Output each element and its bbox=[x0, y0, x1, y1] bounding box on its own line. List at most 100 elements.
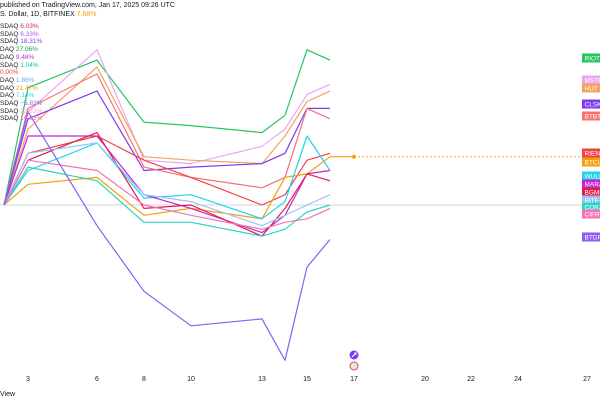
legend-prefix: SDAQ bbox=[0, 30, 21, 38]
legend-row[interactable]: DAQ 1.86% bbox=[0, 77, 34, 84]
series-line-mstr[interactable] bbox=[3, 49, 331, 206]
published-line: published on TradingView.com, Jan 17, 20… bbox=[0, 2, 175, 9]
legend-value: 6.03% bbox=[20, 23, 39, 30]
legend-row[interactable]: SDAQ 6.03% bbox=[0, 23, 39, 30]
series-tag-riot[interactable]: RIOT bbox=[585, 56, 600, 63]
symbol-line: S. Dollar, 1D, BITFINEX 7.68% bbox=[0, 11, 175, 18]
legend-row[interactable]: DAQ 21.47% bbox=[0, 85, 38, 92]
legend-prefix: SDAQ bbox=[0, 115, 21, 123]
legend-row[interactable]: SDAQ 16.33% bbox=[0, 115, 42, 122]
series-tag-bitf[interactable]: BITF bbox=[585, 198, 599, 205]
series-line-bgmi[interactable] bbox=[3, 132, 331, 237]
legend-prefix: SDAQ bbox=[0, 38, 21, 46]
series-tag-bg-cifr bbox=[582, 209, 600, 219]
x-tick-label: 27 bbox=[583, 376, 591, 383]
series-tag-bg-mara bbox=[582, 179, 600, 189]
legend-value: 21.47% bbox=[15, 84, 38, 92]
news-event-arrow-icon bbox=[351, 352, 357, 358]
series-line-riot[interactable] bbox=[3, 49, 331, 206]
legend-prefix: DAQ bbox=[0, 76, 16, 84]
us-flag-event-icon[interactable] bbox=[349, 361, 359, 371]
x-tick-label: 3 bbox=[26, 376, 30, 383]
series-tag-btbt[interactable]: BTBT bbox=[585, 114, 600, 121]
series-tag-bg-hut bbox=[582, 83, 600, 93]
legend-prefix: DAQ bbox=[0, 84, 16, 92]
series-line-wulf[interactable] bbox=[3, 135, 331, 220]
x-tick-label: 10 bbox=[187, 376, 195, 383]
footer-text: View bbox=[0, 391, 16, 398]
x-axis: 3 6 8 10 13 15 17 20 22 24 27 bbox=[26, 376, 591, 383]
series-line-corz[interactable] bbox=[3, 166, 331, 237]
x-tick-label: 22 bbox=[467, 376, 475, 383]
legend-row[interactable]: SDAQ 18.31% bbox=[0, 38, 42, 45]
series-line-btdr[interactable] bbox=[3, 111, 331, 361]
series-tag-cifr[interactable]: CIFR bbox=[585, 212, 600, 219]
series-line-hut[interactable] bbox=[3, 66, 331, 206]
x-tick-label: 15 bbox=[303, 376, 311, 383]
series-tag-bg-corz bbox=[582, 202, 600, 212]
series-tag-clsk[interactable]: CLSK bbox=[585, 102, 600, 109]
series-line-mara[interactable] bbox=[3, 135, 331, 234]
series-line-cifr[interactable] bbox=[3, 159, 331, 230]
series-tag-bg-bgmi bbox=[582, 187, 600, 197]
series-tag-hut[interactable]: HUT bbox=[585, 86, 598, 93]
series-tags: RIOT MSTRHUT CLSK BTBT RIEN BTCUSD WULFMARABGM… bbox=[582, 53, 600, 242]
legend-row[interactable]: SDAQ 22.33% bbox=[0, 108, 42, 115]
legend-prefix: SDAQ bbox=[0, 100, 21, 107]
x-tick-label: 20 bbox=[421, 376, 429, 383]
series-tag-bg-btbt bbox=[582, 111, 600, 121]
series-tag-bg-wulf bbox=[582, 171, 600, 181]
legend-prefix: DAQ bbox=[0, 53, 16, 61]
legend-row[interactable]: SDAQ −5.82% bbox=[0, 100, 42, 107]
series-tag-rien[interactable]: RIEN bbox=[585, 151, 600, 158]
series-tag-bg-bitf bbox=[582, 195, 600, 205]
legend-prefix: SDAQ bbox=[0, 23, 21, 30]
series-tag-btcusd[interactable]: BTCUSD bbox=[585, 160, 600, 167]
x-tick-label: 17 bbox=[350, 376, 358, 383]
symbol-change: 7.68% bbox=[76, 11, 97, 18]
legend-value: 16.33% bbox=[20, 115, 43, 123]
series-tag-bg-btcusd bbox=[582, 157, 600, 167]
legend-row[interactable]: DAQ 27.06% bbox=[0, 46, 38, 53]
legend-value: −5.82% bbox=[20, 100, 43, 107]
legend-prefix: DAQ bbox=[0, 92, 16, 100]
series-tag-bg-riot bbox=[582, 53, 600, 63]
series-tag-bg-mstr bbox=[582, 75, 600, 85]
x-tick-label: 6 bbox=[95, 376, 99, 383]
symbol-name: S. Dollar, 1D, BITFINEX bbox=[0, 11, 75, 18]
legend-row[interactable]: DAQ 9.48% bbox=[0, 54, 34, 61]
legend-value: 7.14% bbox=[15, 92, 35, 100]
series-tag-bgmi[interactable]: BGMI bbox=[585, 190, 600, 197]
series-tag-bg-rien bbox=[582, 148, 600, 158]
header: published on TradingView.com, Jan 17, 20… bbox=[0, 2, 175, 18]
series-tag-mara[interactable]: MARA bbox=[585, 182, 600, 189]
last-price-dot[interactable] bbox=[352, 154, 356, 159]
x-tick-label: 24 bbox=[514, 376, 522, 383]
legend-row[interactable]: SDAQ 1.04% bbox=[0, 62, 39, 69]
series-tag-mstr[interactable]: MSTR bbox=[585, 78, 600, 85]
series-tag-btdr[interactable]: BTDR bbox=[585, 235, 600, 242]
legend-value: 18.31% bbox=[20, 38, 43, 46]
legend-value: 1.86% bbox=[15, 76, 35, 84]
series-line-rien[interactable] bbox=[3, 135, 331, 206]
event-icons bbox=[349, 350, 359, 371]
legend-value: 1.04% bbox=[20, 61, 39, 69]
series-tag-corz[interactable]: CORZ bbox=[585, 205, 600, 212]
series-tag-bg-clsk bbox=[582, 99, 600, 109]
legend-row[interactable]: SDAQ 6.33% bbox=[0, 31, 39, 38]
legend-value: 9.48% bbox=[15, 53, 35, 61]
series-line-clsk[interactable] bbox=[3, 90, 330, 206]
legend-row[interactable]: DAQ 7.14% bbox=[0, 92, 34, 99]
series-tag-wulf[interactable]: WULF bbox=[585, 174, 600, 181]
series-tag-bg-btdr bbox=[582, 232, 600, 242]
x-tick-label: 13 bbox=[258, 376, 266, 383]
legend-value: 27.06% bbox=[15, 46, 38, 54]
x-tick-label: 8 bbox=[142, 376, 146, 383]
legend-row[interactable]: 0.00% bbox=[0, 69, 18, 76]
legend-value: 22.33% bbox=[20, 107, 43, 115]
legend-value: 6.33% bbox=[20, 30, 39, 38]
legend-prefix: SDAQ bbox=[0, 107, 21, 115]
legend-prefix: DAQ bbox=[0, 46, 16, 54]
plot-area bbox=[0, 49, 600, 361]
